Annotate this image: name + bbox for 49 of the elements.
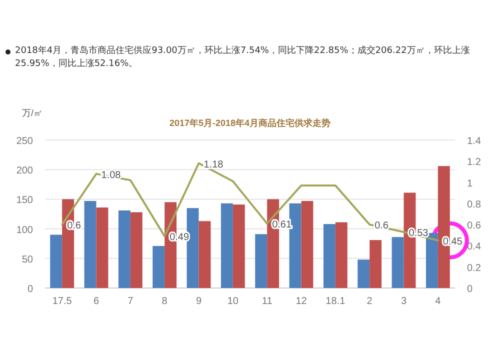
bar	[152, 246, 165, 288]
x-tick-label: 18.1	[326, 296, 346, 307]
y2-tick-label: 0.6	[467, 220, 482, 232]
bar	[255, 234, 268, 288]
y2-tick-label: 1	[467, 178, 473, 190]
x-tick-label: 11	[262, 296, 273, 307]
bar	[186, 208, 199, 288]
y2-tick-label: 0	[467, 284, 473, 295]
bar	[84, 200, 96, 288]
x-tick-label: 12	[296, 296, 308, 307]
x-tick-label: 3	[400, 296, 407, 307]
y-tick-label: 250	[16, 136, 34, 147]
x-tick-label: 9	[196, 296, 202, 307]
bar	[50, 234, 62, 288]
bar	[96, 207, 108, 288]
y-tick-label: 0	[27, 284, 34, 295]
x-tick-label: 2	[366, 296, 373, 307]
bar	[323, 224, 336, 288]
y-tick-label: 150	[16, 195, 34, 206]
bar	[118, 210, 130, 288]
bar	[220, 203, 233, 288]
bar	[289, 203, 302, 288]
y2-tick-label: 1.2	[467, 157, 482, 168]
bar	[130, 212, 142, 288]
y2-tick-label: 1.4	[467, 136, 482, 147]
bar	[301, 200, 314, 288]
bar	[198, 221, 211, 288]
bar	[370, 240, 382, 288]
data-label: 0.53	[408, 228, 429, 239]
x-tick-label: 8	[162, 296, 168, 307]
y-tick-label: 100	[16, 224, 34, 236]
y2-tick-label: 0.2	[467, 262, 482, 274]
text: 2018年4月，青岛市商品住宅供应93.00万㎡，环比上涨7.54%，同比下降22.85%；成交206.22万㎡，环比上涨25.95%，同比上涨52.16%。	[15, 45, 471, 71]
y-tick-label: 50	[22, 254, 34, 266]
data-label: 0.6	[67, 220, 82, 232]
bar	[232, 204, 245, 288]
x-tick-label: 7	[128, 296, 134, 307]
y-axis-title: 万/㎡	[22, 108, 43, 118]
bar	[335, 222, 348, 288]
y2-tick-label: 0.8	[467, 199, 482, 210]
x-tick-label: 10	[227, 296, 239, 307]
x-tick-label: 6	[93, 296, 100, 307]
bar	[392, 237, 404, 288]
chart-title: 2017年5月-2018年4月商品住宅供求走势	[169, 118, 331, 128]
x-tick-label: 4	[435, 296, 442, 307]
bar	[358, 260, 370, 288]
y-tick-label: 200	[16, 166, 34, 177]
x-tick-label: 17.5	[52, 296, 72, 307]
data-label: 1.18	[204, 159, 224, 170]
